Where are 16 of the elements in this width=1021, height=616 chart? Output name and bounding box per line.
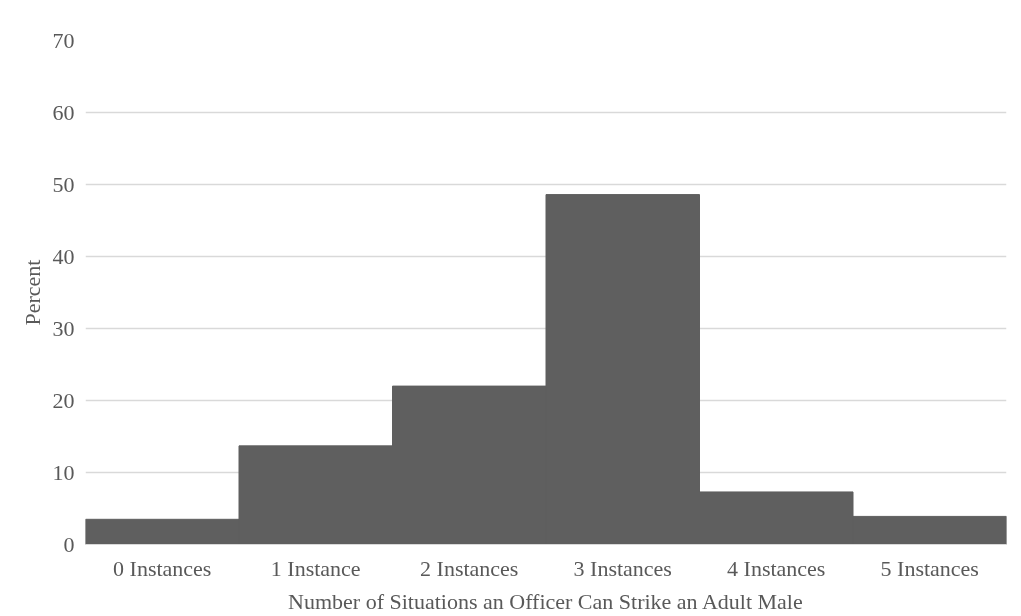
x-tick-label: 2 Instances [420, 555, 519, 581]
y-tick-label: 10 [52, 459, 75, 485]
y-tick-label: 0 [63, 531, 75, 557]
x-tick-label: 1 Instance [270, 555, 361, 581]
x-axis-title: Number of Situations an Officer Can Strike an Adult Male [288, 588, 803, 614]
y-tick-label: 30 [52, 315, 75, 341]
x-tick-label: 5 Instances [880, 555, 979, 581]
y-tick-label: 60 [52, 99, 75, 125]
x-tick-label: 0 Instances [113, 555, 212, 581]
y-tick-label: 70 [52, 27, 75, 53]
y-tick-label: 40 [52, 243, 75, 269]
y-axis-title: Percent [19, 259, 45, 326]
x-tick-label: 4 Instances [727, 555, 826, 581]
x-tick-label: 3 Instances [573, 555, 672, 581]
y-tick-label: 50 [52, 171, 75, 197]
y-tick-label: 20 [52, 387, 75, 413]
